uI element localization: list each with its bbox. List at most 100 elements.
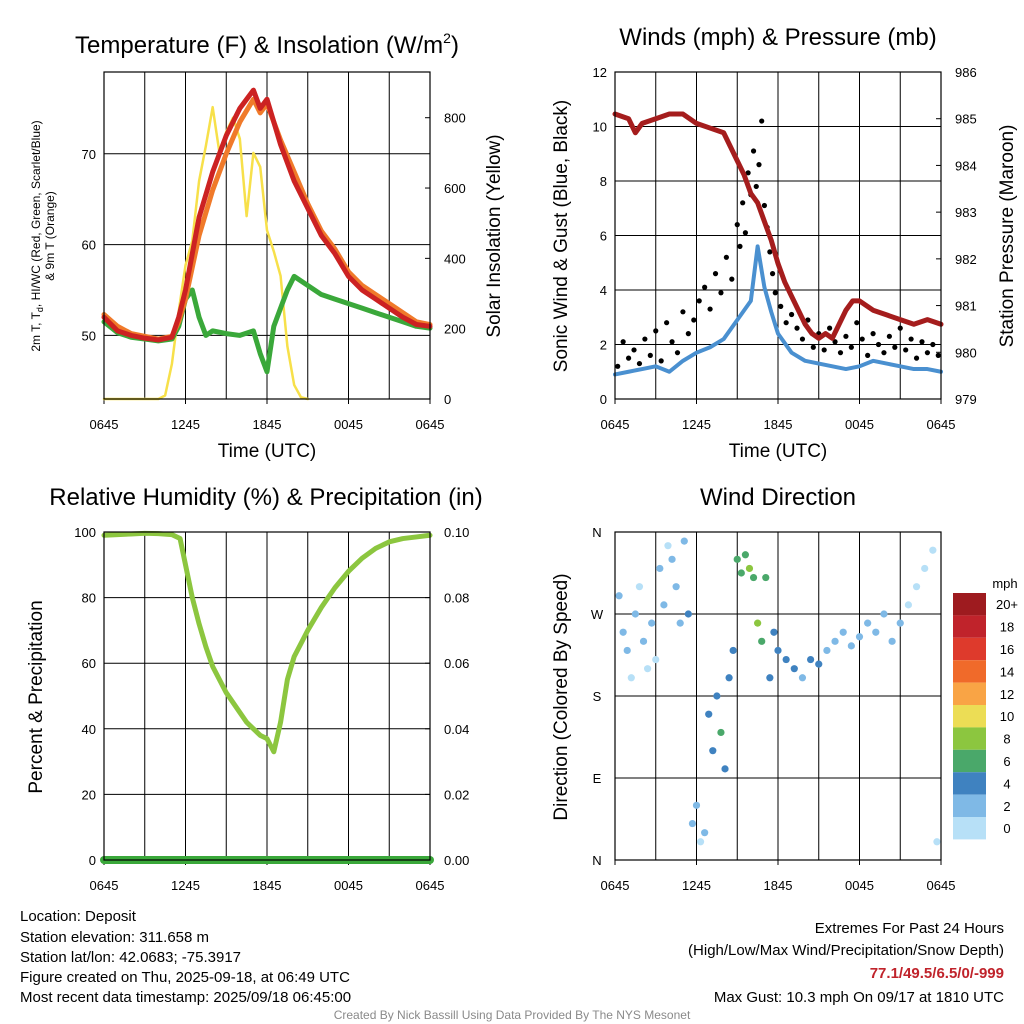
direction-point: [741, 551, 750, 559]
direction-point: [790, 665, 798, 673]
direction-point: [774, 646, 782, 655]
humidity-ytick-label: 0: [89, 853, 96, 868]
winds-gust-point: [799, 336, 806, 342]
temperature-series-line: [101, 87, 433, 343]
winds-gust-point: [772, 290, 778, 296]
direction-point: [635, 583, 644, 591]
winds-gust-point: [664, 320, 670, 326]
winds-panel-title: Winds (mph) & Pressure (mb): [619, 24, 936, 51]
direction-point: [725, 674, 733, 682]
direction-legend-swatch: [953, 705, 986, 728]
winds-xtick-label: 1845: [764, 417, 793, 432]
winds-gust-point: [696, 298, 702, 304]
info-latlon: Station lat/lon: 42.0683; -75.3917: [20, 949, 241, 966]
temperature-ylabel-line2: & 9m T (Orange): [43, 191, 57, 281]
winds-gust-point: [935, 352, 941, 358]
direction-point: [847, 642, 855, 650]
humidity-xtick-label: 0045: [334, 878, 363, 893]
direction-point: [798, 674, 807, 682]
direction-point: [929, 546, 937, 554]
temperature-ytick-label: 60: [82, 238, 96, 253]
winds-gust-point: [759, 118, 765, 124]
direction-point: [782, 655, 790, 664]
direction-point: [737, 569, 745, 577]
winds-gust-point: [827, 325, 833, 331]
direction-point: [627, 674, 635, 682]
direction-point: [631, 610, 639, 618]
temperature-xtick-label: 0645: [416, 417, 445, 432]
winds-ytick-label: 0: [600, 392, 607, 407]
direction-point: [872, 628, 880, 636]
winds-y2tick-label: 985: [955, 112, 977, 127]
winds-y2tick-label: 982: [955, 252, 977, 267]
info-created: Figure created on Thu, 2025-09-18, at 06…: [20, 969, 350, 986]
humidity-y2tick-label: 0.08: [444, 591, 469, 606]
winds-gust-point: [734, 222, 740, 228]
direction-ytick-label: E: [593, 771, 602, 786]
direction-legend-swatch: [953, 637, 986, 661]
winds-gust-point: [788, 311, 795, 318]
direction-xtick-label: 0645: [601, 878, 630, 893]
winds-gust-point: [631, 347, 637, 353]
winds-gust-point: [892, 344, 898, 350]
direction-legend-swatch: [953, 682, 986, 705]
winds-ylabel: Sonic Wind & Gust (Blue, Black): [551, 100, 572, 372]
winds-gust-point: [769, 271, 776, 277]
direction-legend-label: 8: [1003, 732, 1010, 747]
temperature-ytick-label: 50: [82, 328, 96, 343]
direction-panel-title: Wind Direction: [700, 484, 856, 511]
winds-gust-point: [821, 347, 827, 353]
temperature-y2tick-label: 600: [444, 181, 466, 196]
direction-point: [721, 765, 729, 773]
temperature-y2tick-label: 800: [444, 111, 466, 126]
winds-gust-point: [761, 202, 768, 209]
winds-gust-point: [778, 303, 784, 309]
winds-gust-point: [886, 333, 892, 339]
humidity-y2tick-label: 0.10: [444, 525, 469, 540]
winds-y2tick-label: 981: [955, 299, 977, 314]
temperature-y2label: Solar Insolation (Yellow): [484, 134, 505, 337]
direction-point: [749, 573, 758, 582]
temperature-ytick-label: 70: [82, 147, 96, 162]
winds-frame: [614, 71, 942, 400]
direction-point: [672, 583, 680, 591]
direction-legend-swatch: [953, 794, 986, 817]
direction-point: [684, 610, 692, 618]
direction-point: [701, 829, 709, 837]
direction-point: [831, 637, 839, 645]
direction-point: [656, 564, 664, 573]
winds-gust-point: [859, 336, 865, 342]
direction-legend-label: 10: [1000, 709, 1014, 724]
temperature-series-line: [102, 105, 309, 401]
temperature-panel-title: Temperature (F) & Insolation (W/m2): [75, 30, 459, 59]
humidity-xtick-label: 1845: [253, 878, 282, 893]
direction-xtick-label: 1245: [682, 878, 711, 893]
direction-point: [696, 838, 705, 846]
direction-xtick-label: 0645: [927, 878, 956, 893]
chart-layer: 0645 1245 1845 0045 064550607002004006008000…: [74, 65, 976, 893]
winds-series-line: [613, 244, 943, 377]
direction-point: [921, 564, 929, 573]
humidity-panel-title: Relative Humidity (%) & Precipitation (i…: [49, 484, 482, 511]
winds-gust-point: [620, 339, 626, 345]
winds-ytick-label: 10: [593, 120, 607, 135]
direction-point: [807, 655, 815, 664]
direction-point: [668, 555, 676, 563]
winds-xlabel: Time (UTC): [729, 441, 828, 462]
winds-gust-point: [767, 249, 773, 255]
temperature-xtick-label: 0045: [334, 417, 363, 432]
winds-gust-point: [750, 148, 757, 154]
winds-xtick-label: 1245: [682, 417, 711, 432]
direction-legend-unit: mph: [992, 576, 1017, 591]
direction-legend-label: 12: [1000, 687, 1014, 702]
direction-xtick-label: 1845: [764, 878, 793, 893]
temperature-ylabel-line1: 2m T, Td, HI/WC (Red, Green, Scarlet/Blu…: [29, 120, 45, 351]
temperature-xtick-label: 1245: [171, 417, 200, 432]
humidity-series-line: [101, 530, 433, 755]
winds-ytick-label: 12: [593, 65, 607, 80]
humidity-ytick-label: 100: [74, 525, 96, 540]
temperature-xlabel: Time (UTC): [218, 441, 317, 462]
humidity-frame: [103, 531, 431, 861]
winds-gust-point: [924, 350, 931, 356]
